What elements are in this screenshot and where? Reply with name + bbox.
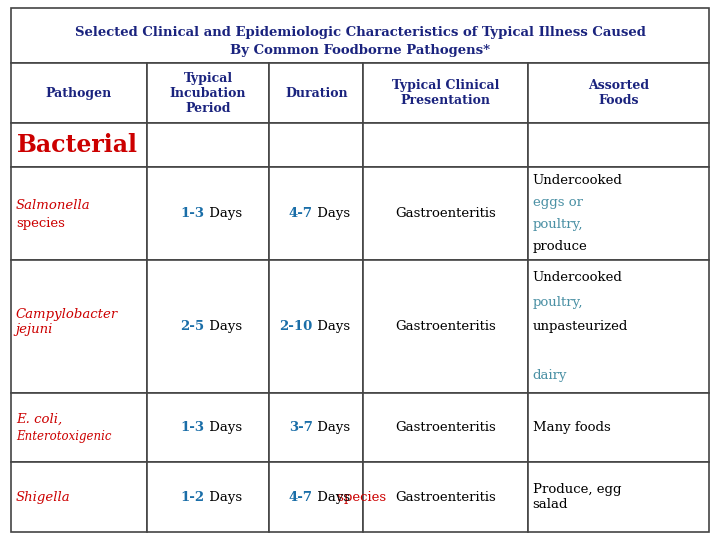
Text: 3-7: 3-7 — [289, 421, 312, 434]
Bar — [364, 167, 528, 260]
Bar — [11, 63, 147, 123]
Text: Typical
Incubation
Period: Typical Incubation Period — [170, 72, 246, 114]
Text: Undercooked: Undercooked — [533, 174, 623, 187]
Bar — [11, 123, 147, 167]
Bar — [11, 167, 147, 260]
Bar — [147, 167, 269, 260]
Text: 4-7: 4-7 — [289, 491, 312, 504]
Text: Gastroenteritis: Gastroenteritis — [395, 421, 496, 434]
Bar — [269, 63, 364, 123]
Text: species: species — [333, 491, 387, 504]
Text: Bacterial: Bacterial — [17, 133, 138, 157]
Bar — [528, 63, 709, 123]
Text: Assorted
Foods: Assorted Foods — [588, 79, 649, 107]
Bar — [528, 167, 709, 260]
Text: produce: produce — [533, 240, 588, 253]
Text: species: species — [16, 217, 65, 230]
Text: 1-3: 1-3 — [181, 421, 204, 434]
Bar — [364, 393, 528, 462]
Text: Days: Days — [205, 421, 243, 434]
Text: 2-10: 2-10 — [279, 320, 312, 333]
Text: 1-2: 1-2 — [181, 491, 204, 504]
Text: Days: Days — [205, 491, 243, 504]
Text: unpasteurized: unpasteurized — [533, 320, 628, 333]
Text: Pathogen: Pathogen — [46, 87, 112, 100]
Bar — [11, 462, 147, 532]
Bar — [147, 462, 269, 532]
Text: poultry,: poultry, — [533, 295, 583, 309]
Bar — [364, 260, 528, 393]
Bar — [528, 462, 709, 532]
Text: salad: salad — [533, 498, 568, 511]
Text: 1-3: 1-3 — [181, 207, 204, 220]
Text: By Common Foodborne Pathogens*: By Common Foodborne Pathogens* — [230, 44, 490, 57]
Bar — [147, 393, 269, 462]
Bar — [364, 462, 528, 532]
Text: poultry,: poultry, — [533, 218, 583, 231]
Bar — [11, 393, 147, 462]
Bar — [528, 260, 709, 393]
Text: Shigella: Shigella — [16, 491, 71, 504]
Bar — [269, 462, 364, 532]
Bar — [528, 123, 709, 167]
Bar — [269, 123, 364, 167]
Text: Days: Days — [313, 207, 351, 220]
Text: eggs or: eggs or — [533, 196, 582, 209]
Bar — [11, 8, 709, 63]
Text: Gastroenteritis: Gastroenteritis — [395, 320, 496, 333]
Text: Many foods: Many foods — [533, 421, 611, 434]
Bar — [269, 167, 364, 260]
Text: Gastroenteritis: Gastroenteritis — [395, 207, 496, 220]
Text: jejuni: jejuni — [16, 323, 53, 336]
Text: Days: Days — [313, 491, 351, 504]
Text: E. coli,: E. coli, — [16, 413, 62, 426]
Bar — [528, 393, 709, 462]
Text: Undercooked: Undercooked — [533, 271, 623, 284]
Text: Days: Days — [313, 421, 351, 434]
Bar — [269, 260, 364, 393]
Bar — [269, 393, 364, 462]
Text: Enterotoxigenic: Enterotoxigenic — [16, 430, 112, 443]
Bar — [147, 63, 269, 123]
Text: Days: Days — [313, 320, 351, 333]
Bar — [147, 123, 269, 167]
Bar — [147, 260, 269, 393]
Text: Days: Days — [205, 207, 243, 220]
Text: 2-5: 2-5 — [181, 320, 204, 333]
Text: Typical Clinical
Presentation: Typical Clinical Presentation — [392, 79, 499, 107]
Bar — [11, 260, 147, 393]
Text: Campylobacter: Campylobacter — [16, 308, 118, 321]
Text: Gastroenteritis: Gastroenteritis — [395, 491, 496, 504]
Text: dairy: dairy — [533, 369, 567, 382]
Text: Days: Days — [205, 320, 243, 333]
Text: Selected Clinical and Epidemiologic Characteristics of Typical Illness Caused: Selected Clinical and Epidemiologic Char… — [75, 26, 645, 39]
Text: 4-7: 4-7 — [289, 207, 312, 220]
Bar — [364, 63, 528, 123]
Text: Produce, egg: Produce, egg — [533, 483, 621, 496]
Bar — [364, 123, 528, 167]
Text: Salmonella: Salmonella — [16, 199, 91, 212]
Text: Duration: Duration — [285, 87, 348, 100]
